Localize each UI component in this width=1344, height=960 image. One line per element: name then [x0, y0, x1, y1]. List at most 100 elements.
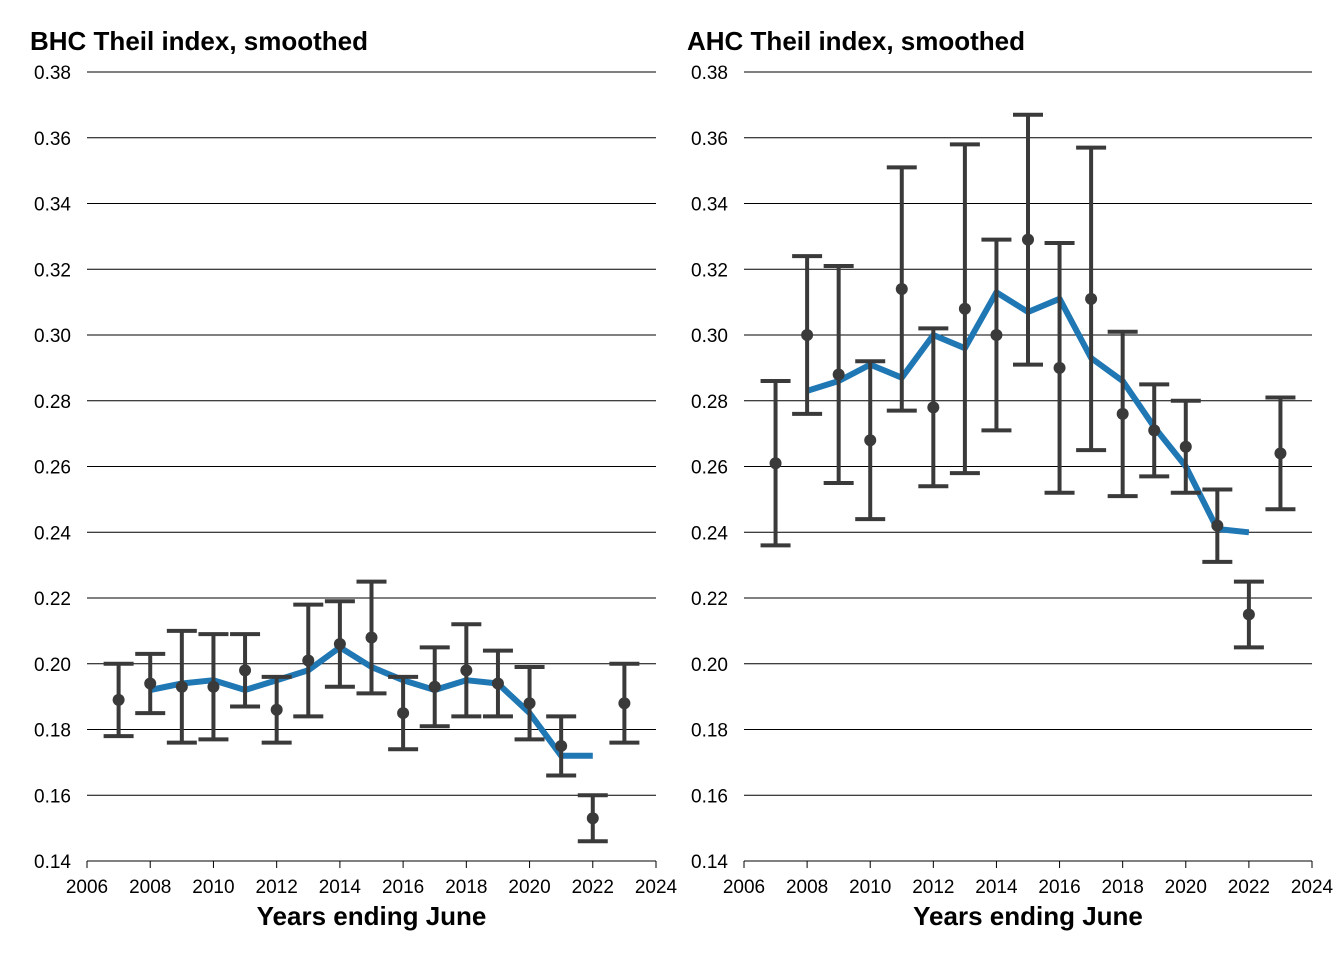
- data-point: [927, 401, 940, 414]
- data-point: [365, 631, 378, 644]
- data-point: [958, 302, 971, 315]
- x-tick-label: 2016: [382, 877, 424, 898]
- error-bar: [823, 263, 854, 485]
- error-bar: [918, 326, 949, 489]
- x-tick-label: 2020: [1165, 877, 1207, 898]
- chart-title: BHC Theil index, smoothed: [30, 26, 369, 56]
- x-tick-label: 2010: [849, 877, 891, 898]
- x-tick-label: 2018: [1102, 877, 1144, 898]
- data-point: [144, 677, 157, 690]
- y-tick-label: 0.30: [34, 326, 71, 347]
- ahc-chart-panel: AHC Theil index, smoothed 0.14 0.16 0.18 0.…: [672, 0, 1344, 960]
- error-bar: [1076, 145, 1107, 453]
- data-point: [428, 680, 441, 693]
- error-bar: [1233, 579, 1264, 650]
- y-tick-label: 0.14: [34, 852, 71, 873]
- chart-title: AHC Theil index, smoothed: [687, 26, 1026, 56]
- error-bar: [388, 674, 419, 752]
- y-tick-label: 0.18: [34, 721, 71, 742]
- x-tick-label: 2022: [572, 877, 614, 898]
- error-bar: [1044, 240, 1075, 495]
- data-point: [555, 739, 568, 752]
- y-tick-label: 0.34: [34, 195, 71, 216]
- y-tick-label: 0.20: [691, 655, 728, 676]
- y-tick-label: 0.24: [34, 523, 71, 544]
- error-bar: [1013, 112, 1043, 367]
- data-point: [618, 697, 631, 710]
- y-tick-label: 0.20: [34, 655, 71, 676]
- data-point: [207, 680, 220, 693]
- data-point: [586, 812, 599, 825]
- data-point: [1242, 608, 1255, 621]
- x-tick-label: 2010: [192, 877, 234, 898]
- data-point: [1148, 424, 1161, 437]
- data-point: [990, 329, 1003, 341]
- y-tick-label: 0.30: [691, 326, 728, 347]
- data-point: [864, 434, 877, 447]
- y-tick-label: 0.16: [34, 786, 71, 807]
- y-tick-label: 0.24: [691, 523, 728, 544]
- error-bar: [1265, 395, 1296, 512]
- error-bar: [514, 665, 545, 742]
- data-point: [397, 707, 410, 720]
- y-tick-label: 0.28: [691, 392, 728, 413]
- y-tick-label: 0.36: [34, 129, 71, 150]
- error-bar: [356, 579, 387, 696]
- y-tick-label: 0.28: [34, 392, 71, 413]
- data-point: [239, 664, 252, 677]
- error-bar: [1107, 329, 1138, 499]
- data-point: [270, 703, 283, 716]
- x-tick-label: 2020: [508, 877, 550, 898]
- data-point: [1116, 407, 1129, 420]
- y-tick-label: 0.22: [34, 589, 71, 610]
- y-tick-label: 0.32: [691, 260, 728, 281]
- y-tick-label: 0.22: [691, 589, 728, 610]
- data-point: [1053, 361, 1066, 374]
- data-point: [801, 329, 814, 341]
- data-point: [302, 654, 315, 667]
- x-tick-label: 2024: [635, 877, 678, 898]
- y-tick-label: 0.34: [691, 195, 728, 216]
- x-tick-label: 2024: [1291, 877, 1334, 898]
- ahc-chart: 0.14 0.16 0.18 0.20 0.22 0.24 0.26 0.28 0.30 0.32…: [691, 63, 1334, 931]
- data-point: [1085, 292, 1098, 305]
- data-point: [175, 680, 188, 693]
- data-point: [1179, 440, 1192, 453]
- error-bar: [546, 714, 577, 778]
- bhc-chart: 0.14 0.16 0.18 0.20 0.22 0.24 0.26 0.28 0.30 0.32…: [34, 63, 678, 931]
- error-bar: [609, 661, 640, 745]
- error-bar: [1139, 382, 1170, 479]
- x-tick-label: 2014: [975, 877, 1018, 898]
- x-axis-title: Years ending June: [913, 901, 1143, 931]
- x-tick-label: 2016: [1038, 877, 1080, 898]
- error-bar: [792, 254, 823, 416]
- x-tick-label: 2008: [786, 877, 828, 898]
- x-tick-label: 2012: [912, 877, 954, 898]
- x-tick-label: 2012: [256, 877, 298, 898]
- error-bar: [419, 645, 450, 729]
- error-bar: [261, 674, 292, 745]
- error-bar: [451, 622, 482, 719]
- x-tick-label: 2008: [129, 877, 171, 898]
- data-point: [769, 457, 782, 470]
- data-point: [1022, 233, 1034, 246]
- error-bar: [1170, 398, 1201, 495]
- y-tick-label: 0.38: [691, 63, 728, 84]
- x-tick-label: 2018: [445, 877, 487, 898]
- data-point: [112, 693, 125, 706]
- x-tick-label: 2006: [723, 877, 765, 898]
- data-point: [895, 282, 908, 295]
- error-bar: [166, 628, 197, 745]
- y-tick-label: 0.36: [691, 129, 728, 150]
- data-point: [491, 677, 504, 690]
- error-bar: [293, 602, 324, 719]
- y-tick-label: 0.38: [34, 63, 71, 84]
- data-point: [1274, 447, 1287, 460]
- bhc-chart-panel: BHC Theil index, smoothed 0.14 0.16 0.18 0.…: [30, 26, 678, 931]
- error-bar: [198, 632, 229, 742]
- error-bar: [1202, 487, 1233, 564]
- x-axis-title: Years ending June: [257, 901, 487, 931]
- data-point: [460, 664, 473, 677]
- error-bar: [577, 793, 608, 844]
- y-tick-label: 0.18: [691, 721, 728, 742]
